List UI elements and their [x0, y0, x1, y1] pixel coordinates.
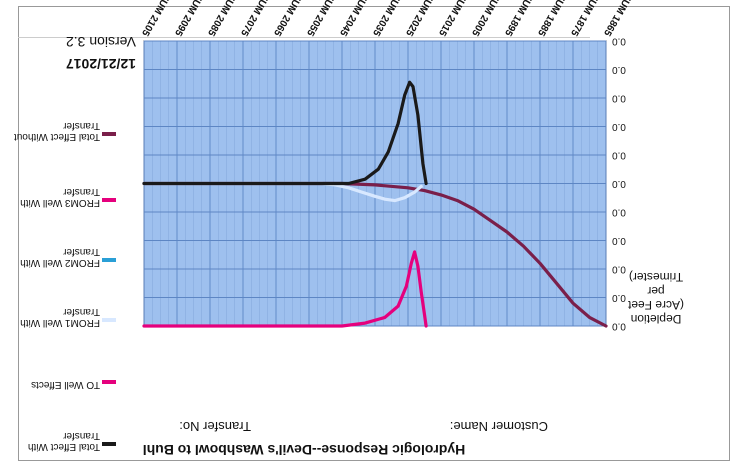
series-group — [142, 80, 608, 328]
x-tick-label: SUM 1865 — [601, 0, 634, 38]
x-tick-label: SUM 1875 — [568, 0, 601, 38]
y-tick-label: 0.0 — [612, 121, 626, 132]
x-tick-label: SUM 2075 — [238, 0, 271, 38]
x-tick-label: SUM 2055 — [304, 0, 337, 38]
x-tick-label: SUM 1885 — [535, 0, 568, 38]
series-line-from3-well-with-transfer — [142, 250, 428, 328]
x-tick-label: SUM 2105 — [139, 0, 172, 38]
x-tick-label: SUM 1895 — [502, 0, 535, 38]
y-tick-label: 0.0 — [612, 292, 626, 303]
y-tick-label: 0.0 — [612, 35, 626, 46]
x-tick-label: SUM 2065 — [271, 0, 304, 38]
y-tick-label: 0.0 — [612, 92, 626, 103]
x-tick-label: SUM 2025 — [403, 0, 436, 38]
y-tick-label: 0.0 — [612, 206, 626, 217]
y-tick-label: 0.0 — [612, 235, 626, 246]
series-line-total-effect-with-transfer — [142, 80, 428, 186]
y-tick-label: 0.0 — [612, 64, 626, 75]
y-tick-label: 0.0 — [612, 263, 626, 274]
x-tick-label: SUM 2085 — [205, 0, 238, 38]
y-tick-label: 0.0 — [612, 149, 626, 160]
y-tick-label: 0.0 — [612, 178, 626, 189]
x-tick-label: SUM 2035 — [370, 0, 403, 38]
x-tick-label: SUM 2095 — [172, 0, 205, 38]
x-tick-label: SUM 2045 — [337, 0, 370, 38]
x-tick-label: SUM 2015 — [436, 0, 469, 38]
y-tick-label: 0.0 — [612, 320, 626, 331]
x-tick-label: SUM 2005 — [469, 0, 502, 38]
y-axis: 0.0 0.0 0.0 0.0 0.0 0.0 0.0 0.0 0.0 0.0 0.0 — [612, 35, 626, 331]
